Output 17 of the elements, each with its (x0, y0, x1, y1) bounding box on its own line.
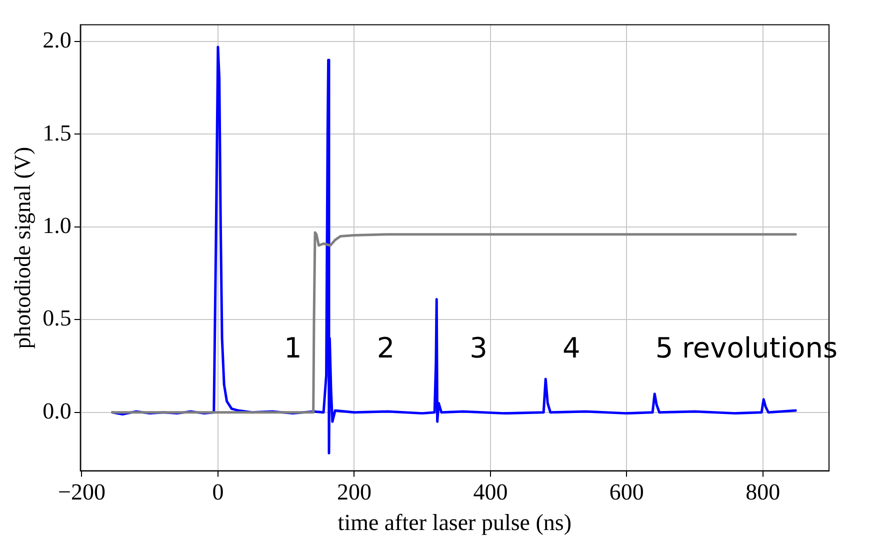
y-tick-label: 1.0 (42, 212, 72, 238)
x-tick-label: 800 (746, 480, 780, 505)
y-tick-label: 0.5 (42, 306, 72, 331)
x-tick-label: −200 (58, 480, 106, 505)
y-tick-label: 1.5 (42, 120, 72, 146)
annotation: 2 (376, 332, 395, 365)
x-axis-title: time after laser pulse (ns) (338, 510, 572, 536)
annotation: 3 (470, 332, 488, 365)
y-tick-label: 2.0 (42, 28, 72, 53)
x-tick-label: 400 (473, 480, 508, 505)
y-axis-title: photodiode signal (V) (10, 146, 35, 349)
annotation: 1 (284, 332, 302, 365)
x-tick-label: 0 (212, 480, 224, 505)
y-tick-label: 0.0 (42, 398, 72, 424)
x-tick-label: 200 (336, 480, 372, 505)
x-tick-label: 600 (609, 480, 644, 505)
annotation: 4 (562, 332, 580, 365)
